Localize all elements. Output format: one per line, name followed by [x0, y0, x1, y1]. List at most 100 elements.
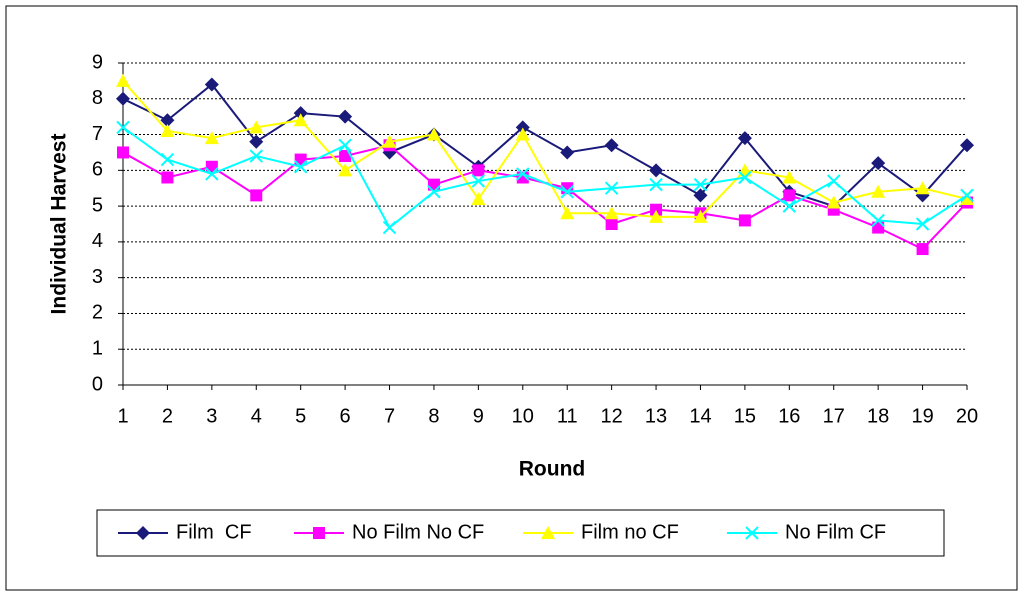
data-point	[382, 134, 397, 148]
x-tick-label: 14	[689, 405, 711, 427]
data-point	[293, 160, 308, 174]
x-tick-label: 15	[734, 405, 756, 427]
data-point	[649, 177, 663, 192]
data-point	[338, 163, 353, 177]
data-point	[471, 191, 486, 205]
x-tick-label: 7	[384, 405, 395, 427]
data-point	[293, 106, 308, 121]
data-point	[960, 191, 974, 205]
x-tick-label: 11	[557, 405, 578, 427]
data-point	[916, 243, 929, 256]
x-tick-label: 6	[340, 405, 351, 427]
data-point	[515, 120, 530, 135]
data-point	[338, 109, 353, 124]
data-point	[826, 195, 841, 209]
x-axis-label: Round	[519, 458, 585, 481]
data-point	[693, 188, 708, 203]
data-point	[250, 189, 263, 202]
y-tick-label: 4	[92, 230, 103, 252]
data-point	[960, 138, 974, 153]
data-point	[249, 149, 263, 163]
y-tick-label: 2	[92, 302, 103, 324]
data-point	[782, 199, 797, 213]
x-tick-label: 8	[428, 405, 439, 427]
legend-box	[96, 509, 945, 557]
x-tick-label: 18	[867, 405, 889, 427]
data-point	[161, 171, 174, 184]
x-tick-label: 19	[911, 405, 933, 427]
series-line	[122, 83, 968, 208]
data-point	[915, 181, 930, 195]
legend-marker	[541, 526, 555, 539]
legend-marker	[136, 526, 150, 540]
y-tick-label: 7	[92, 123, 103, 145]
data-point	[293, 113, 308, 127]
data-point	[204, 77, 219, 92]
data-point	[204, 131, 219, 145]
x-tick-label: 10	[512, 405, 534, 427]
data-point	[339, 150, 352, 163]
y-tick-label: 5	[92, 194, 103, 216]
data-point	[650, 203, 663, 216]
legend-label: Film CF	[176, 521, 252, 543]
data-point	[604, 206, 619, 220]
x-tick-label: 5	[295, 405, 306, 427]
x-tick-label: 16	[778, 405, 800, 427]
data-point	[560, 206, 575, 220]
series-line	[122, 126, 968, 230]
legend-marker	[313, 527, 325, 539]
data-point	[915, 217, 930, 231]
data-point	[426, 127, 441, 141]
data-point	[649, 209, 664, 223]
data-point	[871, 184, 886, 198]
data-point	[205, 167, 219, 181]
x-tick-label: 13	[645, 405, 667, 427]
x-tick-label: 20	[956, 405, 978, 427]
x-tick-label: 4	[251, 405, 262, 427]
data-point	[783, 189, 796, 202]
data-point	[472, 164, 485, 177]
y-axis-label: Individual Harvest	[48, 134, 71, 315]
data-point	[116, 120, 130, 135]
data-point	[160, 123, 175, 137]
data-point	[871, 156, 886, 171]
y-tick-label: 3	[92, 266, 103, 288]
x-tick-label: 12	[601, 405, 623, 427]
data-point	[827, 174, 841, 188]
x-tick-label: 1	[117, 405, 128, 427]
y-tick-label: 9	[92, 51, 103, 73]
y-tick-label: 8	[92, 87, 103, 109]
data-point	[737, 131, 752, 146]
data-point	[249, 134, 264, 149]
legend-label: Film no CF	[581, 521, 679, 543]
data-point	[116, 91, 130, 106]
chart-border	[5, 5, 1018, 591]
y-tick-label: 6	[92, 159, 103, 181]
data-point	[560, 145, 575, 160]
data-point	[605, 218, 618, 230]
legend-marker	[745, 526, 759, 540]
x-tick-label: 2	[162, 405, 173, 427]
data-point	[693, 209, 708, 223]
data-point	[427, 185, 441, 199]
legend-label: No Film CF	[785, 521, 886, 543]
data-point	[382, 220, 397, 235]
data-point	[604, 181, 619, 195]
data-point	[560, 185, 574, 199]
x-tick-label: 17	[823, 405, 845, 427]
data-point	[515, 127, 530, 141]
data-point	[117, 146, 129, 159]
data-point	[249, 120, 264, 134]
data-point	[960, 188, 974, 203]
series-line	[122, 80, 968, 218]
data-point	[516, 167, 530, 181]
data-point	[604, 138, 619, 153]
data-point	[160, 113, 175, 128]
data-point	[693, 177, 708, 192]
data-point	[871, 213, 885, 228]
y-tick-label: 1	[92, 338, 103, 360]
x-tick-label: 3	[206, 405, 217, 427]
data-point	[738, 170, 752, 185]
data-point	[471, 174, 486, 188]
